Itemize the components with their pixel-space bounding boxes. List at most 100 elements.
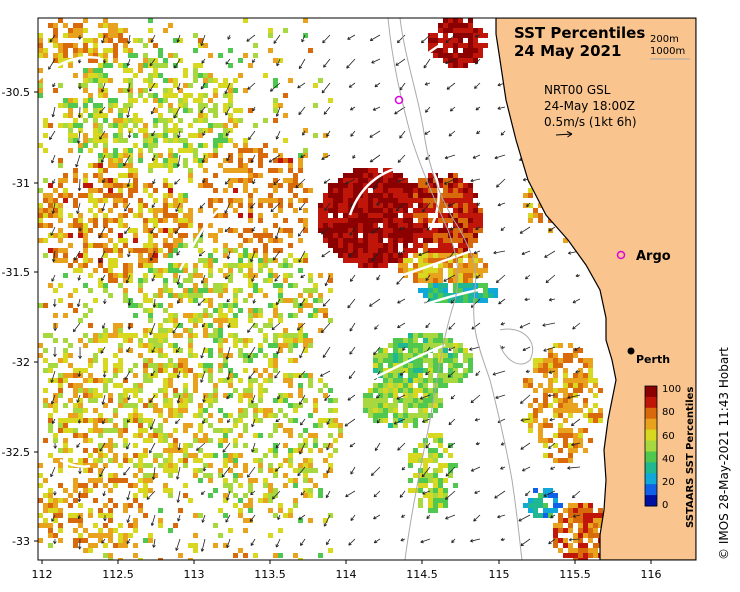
sst-pixel bbox=[293, 418, 298, 423]
sst-pixel bbox=[413, 273, 418, 278]
sst-pixel bbox=[108, 478, 113, 483]
sst-pixel bbox=[168, 233, 173, 238]
sst-pixel bbox=[193, 468, 198, 473]
sst-pixel bbox=[53, 498, 58, 503]
sst-pixel bbox=[433, 393, 438, 398]
sst-pixel bbox=[473, 28, 478, 33]
sst-pixel bbox=[393, 188, 398, 193]
sst-pixel bbox=[393, 243, 398, 248]
sst-pixel bbox=[253, 233, 258, 238]
sst-pixel bbox=[238, 158, 243, 163]
sst-pixel bbox=[263, 118, 268, 123]
sst-pixel bbox=[388, 178, 393, 183]
sst-pixel bbox=[178, 208, 183, 213]
sst-pixel bbox=[58, 103, 63, 108]
sst-pixel bbox=[228, 48, 233, 53]
sst-pixel bbox=[93, 143, 98, 148]
sst-pixel bbox=[413, 448, 418, 453]
sst-pixel bbox=[448, 468, 453, 473]
sst-pixel bbox=[133, 178, 138, 183]
sst-pixel bbox=[118, 223, 123, 228]
sst-pixel bbox=[578, 428, 583, 433]
sst-pixel bbox=[458, 278, 463, 283]
sst-pixel bbox=[213, 258, 218, 263]
sst-pixel bbox=[263, 143, 268, 148]
sst-pixel bbox=[458, 288, 463, 293]
y-tick-label: -32.5 bbox=[2, 446, 30, 459]
sst-pixel bbox=[143, 478, 148, 483]
sst-pixel bbox=[143, 188, 148, 193]
sst-pixel bbox=[303, 468, 308, 473]
sst-pixel bbox=[118, 233, 123, 238]
sst-pixel bbox=[223, 213, 228, 218]
sst-pixel bbox=[303, 398, 308, 403]
sst-pixel bbox=[238, 483, 243, 488]
sst-pixel bbox=[198, 103, 203, 108]
sst-pixel bbox=[438, 403, 443, 408]
sst-pixel bbox=[203, 283, 208, 288]
current-arrow bbox=[53, 490, 57, 496]
sst-pixel bbox=[308, 493, 313, 498]
sst-pixel bbox=[248, 193, 253, 198]
sst-pixel bbox=[93, 338, 98, 343]
sst-pixel bbox=[273, 398, 278, 403]
sst-pixel bbox=[288, 508, 293, 513]
sst-pixel bbox=[588, 373, 593, 378]
current-arrow bbox=[98, 226, 106, 239]
sst-pixel bbox=[53, 258, 58, 263]
sst-pixel bbox=[88, 513, 93, 518]
sst-pixel bbox=[198, 183, 203, 188]
sst-pixel bbox=[453, 213, 458, 218]
sst-pixel bbox=[53, 88, 58, 93]
sst-pixel bbox=[88, 193, 93, 198]
x-tick-label: 112.5 bbox=[102, 568, 134, 581]
sst-pixel bbox=[258, 218, 263, 223]
sst-pixel bbox=[468, 263, 473, 268]
sst-pixel bbox=[58, 228, 63, 233]
sst-pixel bbox=[473, 238, 478, 243]
sst-pixel bbox=[453, 238, 458, 243]
sst-pixel bbox=[523, 503, 528, 508]
sst-pixel bbox=[468, 278, 473, 283]
sst-pixel bbox=[153, 343, 158, 348]
sst-pixel bbox=[238, 233, 243, 238]
sst-pixel bbox=[293, 258, 298, 263]
sst-pixel bbox=[153, 63, 158, 68]
sst-pixel bbox=[233, 473, 238, 478]
sst-pixel bbox=[263, 408, 268, 413]
sst-pixel bbox=[358, 188, 363, 193]
sst-pixel bbox=[423, 353, 428, 358]
sst-pixel bbox=[373, 358, 378, 363]
sst-pixel bbox=[573, 513, 578, 518]
x-tick-label: 113.5 bbox=[254, 568, 286, 581]
sst-pixel bbox=[63, 448, 68, 453]
sst-pixel bbox=[478, 213, 483, 218]
sst-pixel bbox=[438, 443, 443, 448]
current-arrow bbox=[374, 82, 381, 88]
sst-pixel bbox=[208, 473, 213, 478]
sst-pixel bbox=[98, 393, 103, 398]
sst-pixel bbox=[228, 273, 233, 278]
sst-pixel bbox=[63, 173, 68, 178]
sst-pixel bbox=[533, 503, 538, 508]
sst-pixel bbox=[88, 53, 93, 58]
sst-pixel bbox=[228, 128, 233, 133]
sst-pixel bbox=[418, 453, 423, 458]
sst-pixel bbox=[453, 188, 458, 193]
sst-pixel bbox=[153, 73, 158, 78]
sst-pixel bbox=[143, 333, 148, 338]
sst-pixel bbox=[243, 358, 248, 363]
sst-pixel bbox=[258, 408, 263, 413]
sst-pixel bbox=[98, 513, 103, 518]
sst-pixel bbox=[468, 368, 473, 373]
sst-pixel bbox=[528, 423, 533, 428]
sst-pixel bbox=[453, 278, 458, 283]
sst-pixel bbox=[93, 198, 98, 203]
sst-pixel bbox=[118, 173, 123, 178]
sst-pixel bbox=[173, 523, 178, 528]
sst-pixel bbox=[58, 448, 63, 453]
sst-pixel bbox=[98, 73, 103, 78]
sst-pixel bbox=[363, 393, 368, 398]
current-arrow bbox=[126, 538, 131, 545]
sst-pixel bbox=[433, 498, 438, 503]
